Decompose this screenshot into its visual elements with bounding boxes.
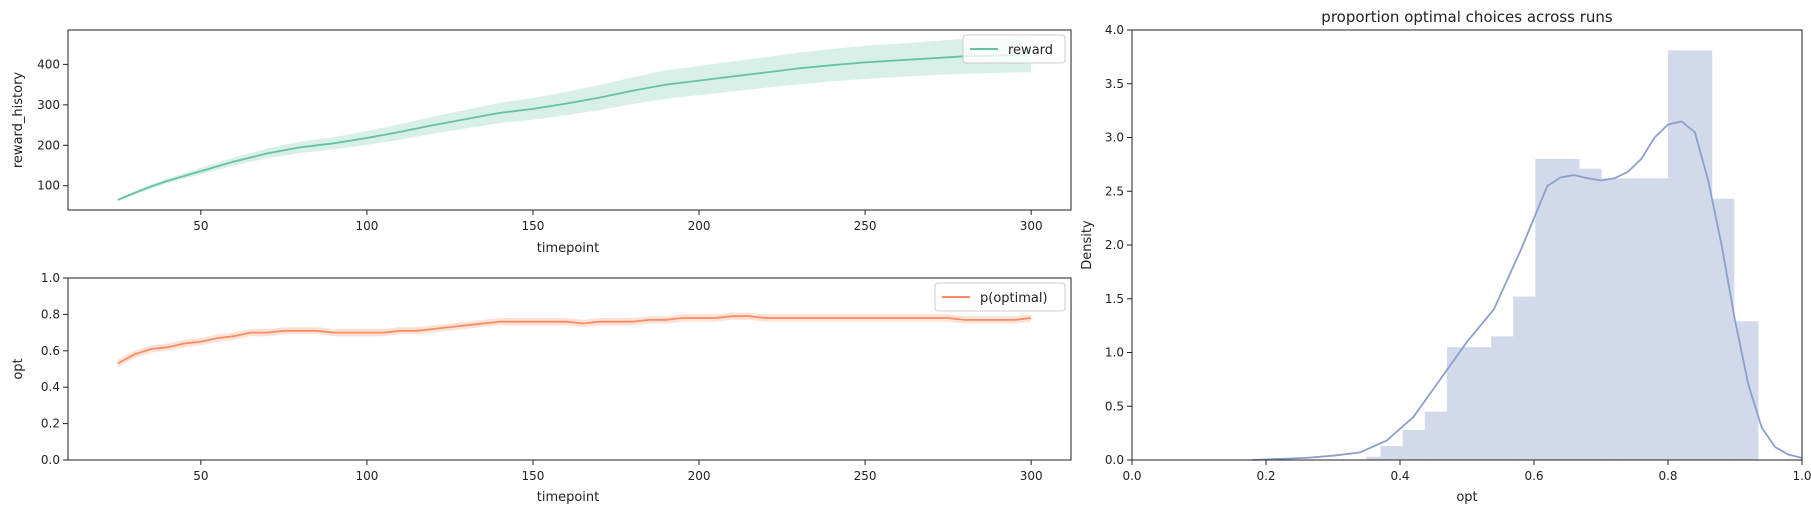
hist-title: proportion optimal choices across runs bbox=[1321, 8, 1613, 26]
opt-series-line bbox=[117, 315, 1032, 365]
hist-bar bbox=[1513, 296, 1536, 460]
reward-ytick-label: 400 bbox=[37, 57, 60, 71]
hist-ytick-label: 1.0 bbox=[1105, 346, 1124, 360]
reward-series-line bbox=[117, 53, 1032, 201]
hist-bar bbox=[1557, 159, 1580, 460]
hist-bar bbox=[1424, 411, 1447, 460]
opt-x-ticks: 50 100 150 200 250 300 bbox=[193, 460, 1043, 483]
opt-xtick-label: 100 bbox=[355, 469, 378, 483]
hist-bar bbox=[1366, 456, 1381, 460]
hist-xtick-label: 1.0 bbox=[1792, 469, 1811, 483]
opt-ytick-label: 0.8 bbox=[41, 307, 60, 321]
reward-line-layer bbox=[117, 53, 1032, 201]
opt-legend-label: p(optimal) bbox=[980, 291, 1048, 306]
hist-ytick-label: 1.5 bbox=[1105, 292, 1124, 306]
opt-axes-frame bbox=[67, 277, 1072, 461]
opt-ytick-label: 0.2 bbox=[41, 417, 60, 431]
reward-legend: reward bbox=[962, 34, 1066, 64]
reward-xtick-label: 300 bbox=[1020, 219, 1043, 233]
reward-xtick-label: 100 bbox=[355, 219, 378, 233]
opt-xlabel: timepoint bbox=[537, 490, 600, 505]
hist-xtick-label: 0.8 bbox=[1658, 469, 1677, 483]
hist-bar bbox=[1712, 198, 1735, 460]
opt-xtick-label: 200 bbox=[688, 469, 711, 483]
hist-ytick-label: 2.0 bbox=[1105, 238, 1124, 252]
opt-xtick-label: 250 bbox=[854, 469, 877, 483]
reward-xtick-label: 250 bbox=[854, 219, 877, 233]
hist-y-ticks: 0.0 0.5 1.0 1.5 2.0 2.5 3.0 3.5 4.0 bbox=[1105, 23, 1132, 467]
reward-ytick-label: 300 bbox=[37, 98, 60, 112]
hist-bar bbox=[1623, 178, 1646, 460]
reward-axes-frame bbox=[67, 29, 1072, 211]
reward-xtick-label: 50 bbox=[193, 219, 208, 233]
hist-bar bbox=[1668, 50, 1691, 461]
reward-ylabel: reward_history bbox=[11, 72, 26, 169]
reward-legend-label: reward bbox=[1008, 43, 1053, 58]
opt-ci-area bbox=[117, 312, 1032, 368]
hist-bars bbox=[1366, 50, 1759, 461]
opt-xtick-label: 150 bbox=[522, 469, 545, 483]
reward-ci-area bbox=[117, 36, 1032, 202]
hist-bar bbox=[1446, 347, 1470, 460]
reward-ci-band bbox=[117, 36, 1032, 202]
reward-x-ticks: 50 100 150 200 250 300 bbox=[193, 210, 1043, 233]
hist-ytick-label: 0.5 bbox=[1105, 399, 1124, 413]
hist-bar bbox=[1690, 50, 1713, 461]
hist-ytick-label: 2.5 bbox=[1105, 184, 1124, 198]
hist-bar bbox=[1734, 321, 1759, 460]
hist-xlabel: opt bbox=[1456, 490, 1477, 505]
reward-xtick-label: 200 bbox=[688, 219, 711, 233]
reward-ytick-label: 100 bbox=[37, 179, 60, 193]
hist-ytick-label: 3.5 bbox=[1105, 77, 1124, 91]
opt-ytick-label: 0.6 bbox=[41, 344, 60, 358]
reward-legend-box bbox=[962, 34, 1066, 64]
reward-xtick-label: 150 bbox=[522, 219, 545, 233]
hist-bar bbox=[1491, 336, 1514, 460]
opt-ytick-label: 1.0 bbox=[41, 271, 60, 285]
opt-ytick-label: 0.0 bbox=[41, 453, 60, 467]
opt-legend-box bbox=[934, 282, 1066, 312]
hist-bar bbox=[1469, 347, 1492, 460]
hist-xtick-label: 0.0 bbox=[1122, 469, 1141, 483]
hist-ytick-label: 0.0 bbox=[1105, 453, 1124, 467]
opt-ytick-label: 0.4 bbox=[41, 380, 60, 394]
hist-bar bbox=[1601, 178, 1624, 460]
hist-kde-layer bbox=[1252, 120, 1803, 461]
hist-xtick-label: 0.4 bbox=[1390, 469, 1409, 483]
hist-bar bbox=[1380, 446, 1403, 460]
opt-line-layer bbox=[117, 315, 1032, 365]
hist-panel: 0.0 0.2 0.4 0.6 0.8 1.0 0.0 0.5 1.0 1.5 2.0 2.5 3.0… bbox=[1080, 8, 1811, 505]
hist-bar bbox=[1535, 159, 1558, 460]
hist-bar bbox=[1402, 429, 1425, 460]
reward-ytick-label: 200 bbox=[37, 138, 60, 152]
opt-xtick-label: 300 bbox=[1020, 469, 1043, 483]
opt-panel: 50 100 150 200 250 300 0.0 0.2 0.4 0.6 0.8 1.0 tim… bbox=[11, 271, 1072, 505]
opt-legend: p(optimal) bbox=[934, 282, 1066, 312]
opt-xtick-label: 50 bbox=[193, 469, 208, 483]
opt-ylabel: opt bbox=[11, 358, 26, 379]
opt-y-ticks: 0.0 0.2 0.4 0.6 0.8 1.0 bbox=[41, 271, 68, 467]
hist-x-ticks: 0.0 0.2 0.4 0.6 0.8 1.0 bbox=[1122, 460, 1811, 483]
hist-xtick-label: 0.6 bbox=[1524, 469, 1543, 483]
hist-bar bbox=[1645, 178, 1668, 460]
hist-ylabel: Density bbox=[1080, 220, 1095, 270]
hist-ytick-label: 4.0 bbox=[1105, 23, 1124, 37]
hist-kde-line bbox=[1252, 120, 1803, 461]
reward-panel: 50 100 150 200 250 300 100 200 300 400 timepoint… bbox=[11, 29, 1072, 256]
reward-y-ticks: 100 200 300 400 bbox=[37, 57, 68, 193]
hist-ytick-label: 3.0 bbox=[1105, 131, 1124, 145]
hist-xtick-label: 0.2 bbox=[1256, 469, 1275, 483]
reward-xlabel: timepoint bbox=[537, 241, 600, 256]
hist-bar bbox=[1579, 168, 1602, 461]
opt-ci-band bbox=[117, 312, 1032, 368]
